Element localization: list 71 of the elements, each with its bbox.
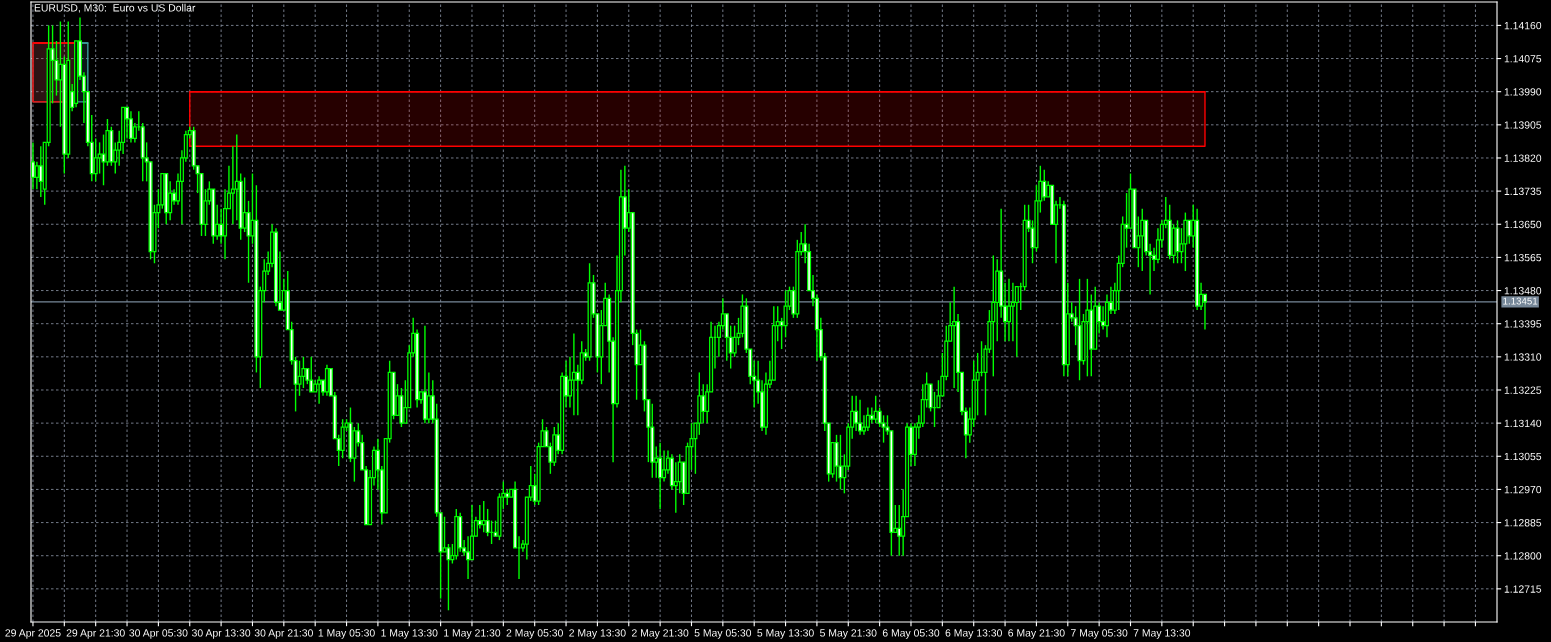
x-tick-label: 5 May 21:30 [820, 629, 877, 639]
candlestick [1187, 219, 1192, 245]
x-tick-label: 1 May 05:30 [318, 629, 375, 639]
y-tick-label: 1.12800 [1504, 552, 1542, 560]
y-tick-label: 1.13140 [1504, 419, 1542, 428]
candlestick [701, 383, 706, 424]
candlestick [838, 434, 843, 491]
y-tick-label: 1.12715 [1504, 585, 1542, 593]
y-tick-label: 1.13225 [1504, 386, 1542, 394]
y-tick-label: 1.12970 [1504, 485, 1542, 494]
candlestick [124, 106, 130, 140]
candlestick [297, 360, 302, 397]
candlestick [865, 406, 870, 432]
x-tick-label: 2 May 21:30 [631, 629, 689, 639]
candlestick [1175, 219, 1180, 264]
x-tick-label: 2 May 13:30 [569, 629, 626, 639]
y-tick-label: 1.14075 [1504, 55, 1542, 63]
x-tick-label: 7 May 13:30 [1133, 629, 1191, 639]
y-tick-label: 1.12885 [1504, 519, 1542, 527]
x-tick-label: 29 Apr 2025 [5, 629, 61, 639]
candlestick [101, 133, 106, 186]
candlestick [1202, 293, 1208, 331]
chart-title: EURUSD, M30: Euro vs US Dollar [34, 3, 196, 13]
x-tick-label: 6 May 13:30 [945, 629, 1002, 639]
y-tick-label: 1.13735 [1504, 187, 1542, 195]
candlestick [219, 207, 224, 245]
x-tick-label: 29 Apr 21:30 [66, 629, 125, 639]
y-tick-label: 1.14160 [1504, 21, 1542, 30]
candlestick [1183, 211, 1188, 272]
y-tick-label: 1.13310 [1504, 353, 1542, 361]
x-tick-label: 5 May 13:30 [757, 629, 814, 639]
candlestick [897, 504, 902, 557]
x-tick-label: 30 Apr 05:30 [129, 629, 188, 639]
candlestick [481, 500, 486, 534]
candlestick [571, 332, 576, 417]
ref-line-label: 1.13451 [1503, 297, 1538, 305]
candlestick [1006, 278, 1012, 342]
y-tick-label: 1.13055 [1504, 452, 1542, 461]
candlestick [857, 399, 863, 436]
candlestick [662, 449, 667, 483]
y-tick-label: 1.13565 [1504, 253, 1542, 262]
x-tick-label: 30 Apr 13:30 [191, 629, 251, 639]
x-tick-label: 6 May 21:30 [1008, 629, 1065, 639]
x-tick-label: 1 May 13:30 [381, 629, 438, 639]
candlestick [466, 535, 471, 580]
candlestick [97, 141, 102, 175]
y-tick-label: 1.13395 [1504, 320, 1542, 328]
y-tick-label: 1.13905 [1504, 121, 1542, 129]
y-tick-label: 1.13820 [1504, 154, 1542, 162]
candlestick [34, 161, 39, 190]
x-tick-label: 5 May 05:30 [694, 629, 752, 639]
x-tick-label: 30 Apr 21:30 [254, 629, 313, 639]
candlestick [93, 137, 98, 183]
x-tick-label: 2 May 05:30 [506, 629, 563, 639]
y-tick-label: 1.13650 [1504, 220, 1542, 229]
candlestick [658, 441, 663, 510]
candlestick [340, 418, 345, 459]
x-tick-label: 1 May 21:30 [444, 629, 501, 639]
candlestick [426, 371, 431, 424]
candlestick [677, 453, 682, 495]
candlestick [952, 285, 957, 389]
x-tick-label: 7 May 05:30 [1071, 629, 1128, 639]
candlestick [1101, 305, 1106, 331]
candlestick [446, 543, 451, 611]
x-tick-label: 6 May 05:30 [882, 629, 940, 639]
y-tick-label: 1.13480 [1504, 287, 1542, 295]
candlestick [854, 395, 859, 432]
y-tick-label: 1.13990 [1504, 88, 1542, 96]
candlestick [1014, 285, 1019, 358]
candlestick [38, 145, 43, 198]
candlestick [128, 110, 133, 144]
